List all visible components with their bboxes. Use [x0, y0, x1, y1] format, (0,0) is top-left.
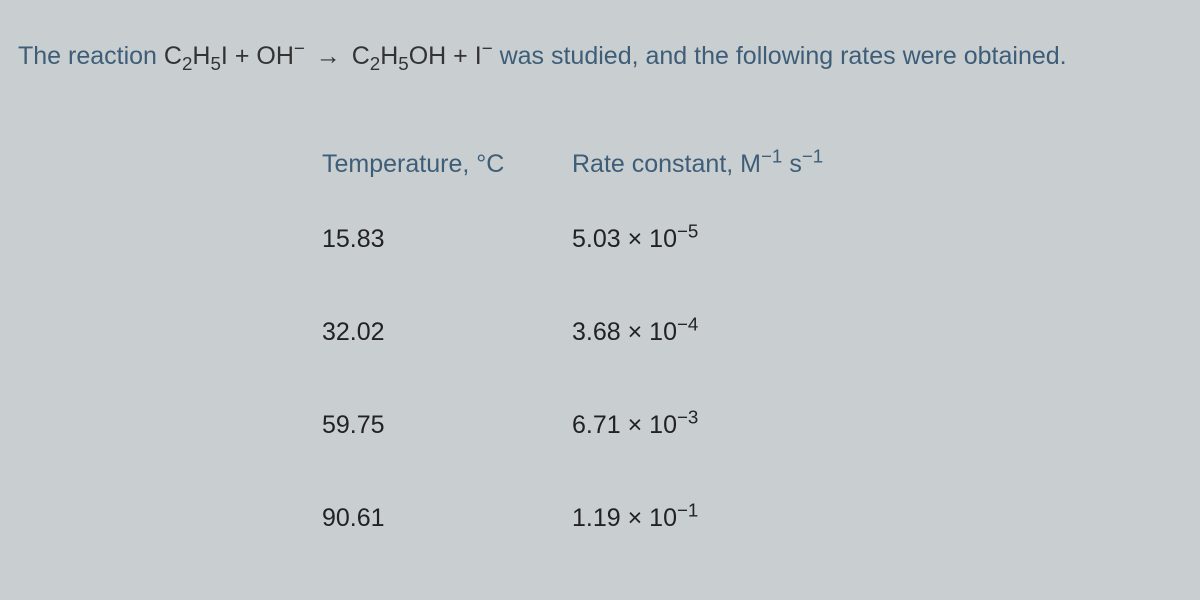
cell-temperature: 90.61 [322, 504, 572, 533]
rate-constant-table: Temperature, °C Rate constant, M−1 s−1 1… [322, 150, 902, 533]
column-header-temperature: Temperature, °C [322, 150, 572, 179]
product-1: C2H5OH [352, 42, 447, 70]
table-row: 32.02 3.68 × 10−4 [322, 318, 902, 347]
reactant-2: OH− [256, 42, 304, 70]
reaction-suffix: was studied, and the following rates wer… [493, 42, 1067, 70]
table-row: 59.75 6.71 × 10−3 [322, 411, 902, 440]
cell-rate-constant: 1.19 × 10−1 [572, 504, 902, 533]
reactant-1: C2H5I [164, 42, 228, 70]
product-2: I− [475, 42, 493, 70]
reaction-arrow-icon: → [312, 42, 345, 71]
plus-1: + [228, 42, 257, 70]
table-row: 15.83 5.03 × 10−5 [322, 225, 902, 254]
cell-temperature: 15.83 [322, 225, 572, 254]
cell-rate-constant: 6.71 × 10−3 [572, 411, 902, 440]
plus-2: + [446, 42, 475, 70]
reaction-prefix: The reaction [18, 42, 164, 70]
cell-rate-constant: 5.03 × 10−5 [572, 225, 902, 254]
table-body: 15.83 5.03 × 10−5 32.02 3.68 × 10−4 59.7… [322, 225, 902, 533]
cell-rate-constant: 3.68 × 10−4 [572, 318, 902, 347]
cell-temperature: 59.75 [322, 411, 572, 440]
cell-temperature: 32.02 [322, 318, 572, 347]
column-header-rate-constant: Rate constant, M−1 s−1 [572, 150, 902, 179]
table-header-row: Temperature, °C Rate constant, M−1 s−1 [322, 150, 902, 179]
reaction-sentence: The reaction C2H5I + OH− → C2H5OH + I− w… [18, 42, 1182, 71]
table-row: 90.61 1.19 × 10−1 [322, 504, 902, 533]
